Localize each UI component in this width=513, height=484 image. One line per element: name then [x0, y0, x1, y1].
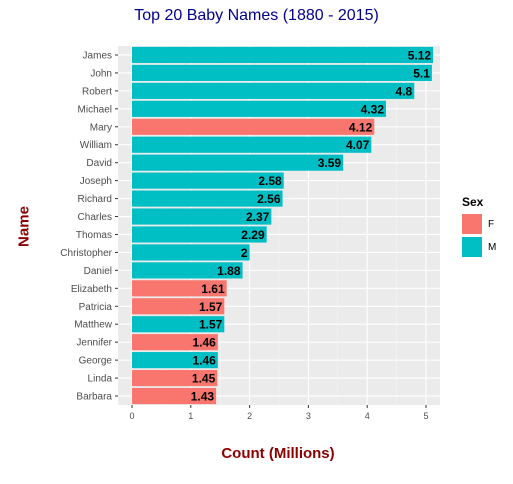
y-tick-label: Charles: [78, 212, 112, 223]
bar: [132, 244, 250, 261]
data-label: 3.59: [318, 156, 342, 170]
bar: [132, 154, 344, 171]
data-label: 1.43: [191, 390, 215, 404]
y-tick-label: Richard: [78, 194, 112, 205]
data-label: 1.46: [192, 336, 216, 350]
x-tick-label: 3: [306, 411, 311, 421]
y-tick-label: Patricia: [79, 302, 113, 313]
bar: [132, 208, 272, 225]
bar: [132, 172, 284, 189]
y-tick-label: William: [80, 140, 112, 151]
legend-key-f: [462, 214, 482, 234]
y-tick-label: Robert: [82, 86, 112, 97]
bar: [132, 369, 218, 387]
bar: [132, 226, 267, 243]
data-label: 1.88: [217, 264, 241, 278]
y-tick-label: Michael: [78, 104, 112, 115]
data-label: 1.61: [201, 282, 225, 296]
y-tick-label: Matthew: [74, 320, 113, 331]
data-label: 1.57: [199, 318, 223, 332]
bar: [132, 136, 372, 153]
data-label: 5.12: [408, 48, 432, 62]
x-axis-label: Count (Millions): [221, 445, 335, 462]
data-label: 1.46: [192, 354, 216, 368]
legend-label-m: M: [488, 241, 497, 253]
y-tick-label: George: [79, 356, 113, 367]
legend-item-m: M: [462, 236, 496, 258]
y-tick-label: Thomas: [76, 230, 112, 241]
bar: [132, 82, 415, 99]
data-label: 2.29: [241, 228, 265, 242]
data-label: 2.37: [246, 210, 270, 224]
data-label: 4.12: [349, 120, 373, 134]
data-label: 2.58: [258, 174, 282, 188]
data-label: 2.56: [257, 192, 281, 206]
x-tick-label: 1: [188, 411, 193, 421]
x-tick-label: 2: [247, 411, 252, 421]
y-tick-label: James: [83, 50, 112, 61]
data-label: 2: [241, 246, 248, 260]
x-tick-label: 4: [365, 411, 370, 421]
y-tick-label: Mary: [90, 122, 112, 133]
x-tick-label: 5: [423, 411, 428, 421]
x-tick-label: 0: [129, 411, 134, 421]
data-label: 4.8: [396, 84, 413, 98]
legend-title: Sex: [462, 195, 484, 209]
bar: [132, 387, 217, 405]
data-label: 4.32: [361, 102, 385, 116]
y-tick-label: John: [90, 68, 112, 79]
y-tick-label: Elizabeth: [71, 284, 112, 295]
y-tick-label: David: [86, 158, 112, 169]
legend-label-f: F: [488, 218, 495, 230]
bar: [132, 298, 225, 315]
bar: [132, 352, 218, 369]
y-tick-label: Barbara: [76, 392, 112, 403]
data-label: 5.1: [413, 66, 430, 80]
data-label: 1.45: [192, 372, 216, 386]
y-tick-label: Linda: [88, 374, 113, 385]
y-tick-label: Daniel: [84, 266, 112, 277]
y-tick-label: Christopher: [60, 248, 112, 259]
bar: [132, 190, 283, 207]
data-label: 1.57: [199, 300, 223, 314]
legend-item-f: F: [462, 213, 496, 235]
bar: [132, 334, 218, 351]
bar: [132, 118, 375, 135]
bar: [132, 46, 434, 64]
bar: [132, 64, 432, 82]
bar: [132, 280, 227, 297]
data-label: 4.07: [346, 138, 370, 152]
y-tick-label: Jennifer: [76, 338, 112, 349]
chart-title: Top 20 Baby Names (1880 - 2015): [134, 7, 379, 24]
bar: [132, 100, 387, 117]
legend-key-m: [462, 237, 482, 257]
y-tick-label: Joseph: [80, 176, 112, 187]
legend: Sex F M: [462, 195, 496, 259]
bar: [132, 316, 225, 333]
bar: [132, 262, 243, 279]
